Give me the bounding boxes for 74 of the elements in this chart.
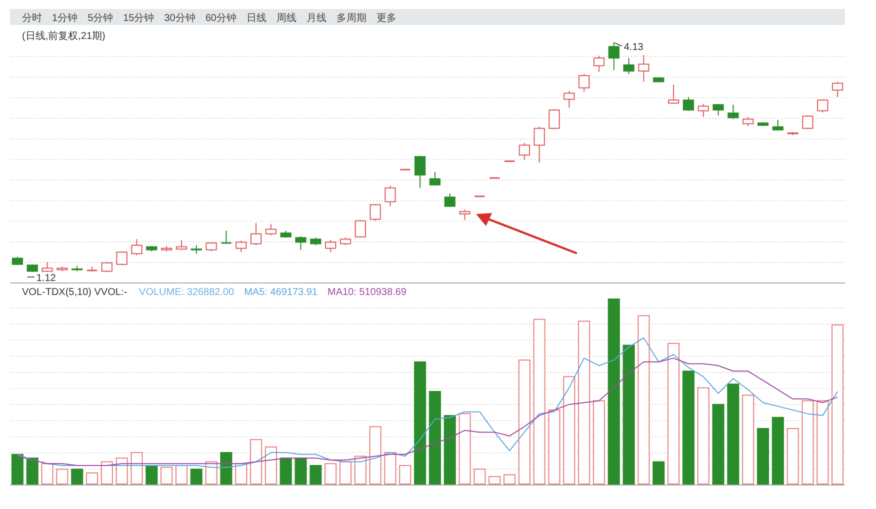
text: MA5: 469173.91	[244, 287, 318, 298]
text: 30分钟	[164, 12, 196, 24]
bar	[474, 468, 486, 484]
bar	[26, 458, 38, 484]
bar	[100, 461, 113, 484]
bar	[832, 324, 844, 484]
text: VOLUME: 326882.00	[139, 287, 235, 298]
text: 日线	[246, 12, 266, 24]
text: 分时	[22, 12, 42, 24]
bar	[697, 387, 710, 484]
bar	[11, 454, 24, 484]
bar	[71, 468, 84, 484]
bar	[727, 384, 740, 484]
bar	[116, 458, 128, 484]
bar	[294, 458, 307, 484]
bar	[250, 439, 262, 484]
bar	[264, 446, 277, 484]
bar	[324, 463, 337, 484]
bar	[802, 400, 814, 484]
bar	[86, 472, 98, 484]
bar	[682, 370, 694, 484]
chart-title: VOL-TDX(5,10) VVOL:-	[22, 287, 128, 298]
bar	[518, 360, 530, 484]
bar	[533, 318, 546, 484]
bar	[816, 400, 829, 484]
bar	[458, 413, 471, 484]
text: 5分钟	[88, 12, 114, 24]
bar	[712, 404, 724, 484]
bar	[414, 361, 426, 484]
bar	[488, 476, 501, 484]
text: 周线	[276, 12, 296, 24]
text: 月线	[306, 12, 326, 24]
text: 1.12	[36, 273, 56, 284]
bar	[622, 344, 635, 484]
bar	[56, 468, 68, 484]
text: 多周期	[336, 12, 366, 24]
bar	[742, 394, 754, 484]
text: MA10: 510938.69	[327, 287, 407, 298]
chart-title: (日线,前复权,21期)	[22, 30, 106, 42]
bar	[786, 428, 799, 484]
bar	[428, 391, 441, 484]
text: 1分钟	[52, 12, 78, 24]
bar	[444, 415, 456, 484]
text: 60分钟	[205, 12, 236, 24]
bar	[339, 461, 352, 484]
bar	[578, 320, 590, 484]
annotation: 4.13	[624, 42, 644, 53]
bar	[280, 458, 292, 484]
bar	[41, 463, 54, 484]
bar	[592, 400, 605, 484]
bar	[369, 426, 382, 484]
bar	[384, 452, 396, 484]
bar	[190, 468, 202, 484]
bar	[668, 342, 680, 484]
bar	[548, 410, 560, 484]
bar	[130, 452, 143, 484]
bar	[756, 428, 770, 484]
bar	[354, 456, 366, 484]
bar	[563, 376, 576, 484]
bar	[310, 465, 322, 484]
text: 15分钟	[123, 12, 154, 24]
bar	[160, 466, 173, 484]
text: 更多	[376, 12, 396, 24]
bar	[608, 298, 620, 484]
bar	[399, 465, 412, 484]
bar	[146, 465, 158, 484]
bar	[638, 315, 650, 484]
bar	[235, 463, 248, 484]
bar	[220, 452, 232, 484]
bar	[652, 461, 665, 484]
bar	[175, 465, 188, 484]
bar	[205, 461, 218, 484]
bar	[503, 474, 516, 484]
bar	[772, 416, 784, 484]
